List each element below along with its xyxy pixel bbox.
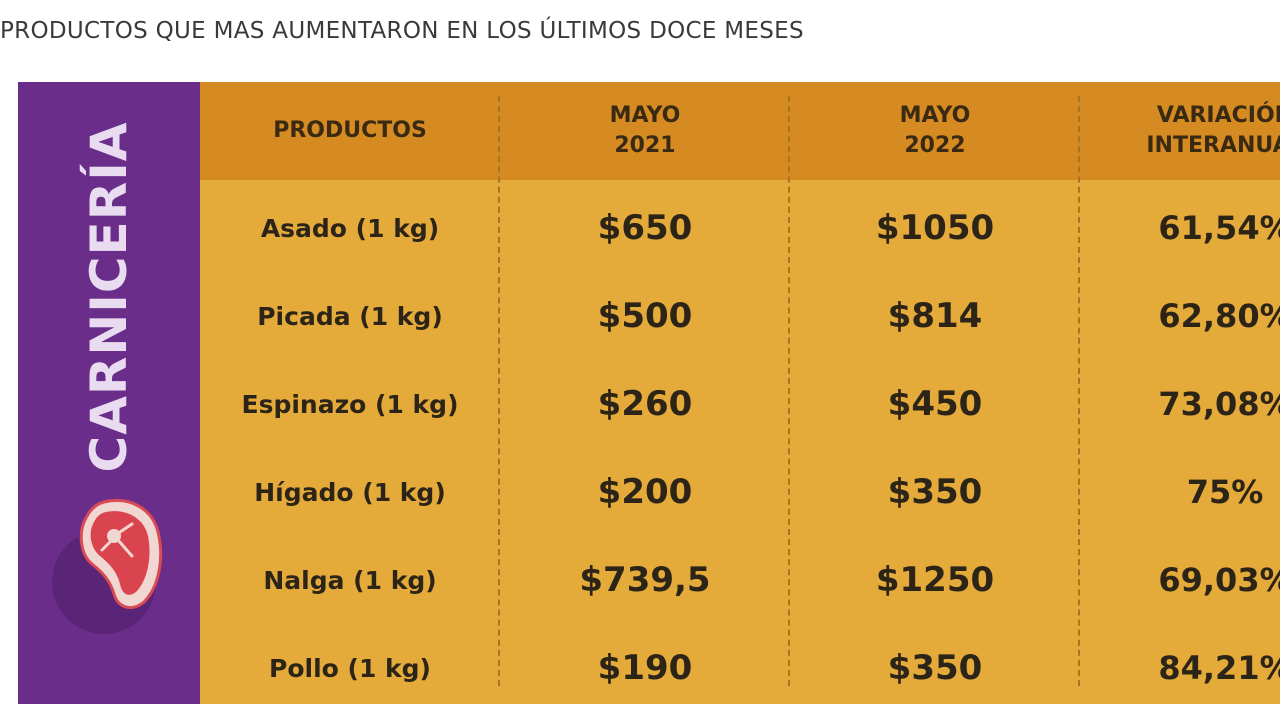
cell-may-2021: $650 (597, 208, 693, 248)
cell-may-2021: $200 (597, 472, 693, 512)
cell-product: Nalga (1 kg) (263, 565, 437, 595)
cell-product: Hígado (1 kg) (254, 477, 446, 507)
meat-steak-icon (79, 499, 163, 610)
cell-variation: 75% (1186, 473, 1264, 511)
cell-may-2022: $450 (887, 384, 983, 424)
cell-may-2021: $739,5 (579, 560, 711, 600)
cell-variation: 61,54% (1158, 209, 1280, 247)
cell-variation: 69,03% (1158, 561, 1280, 599)
table-header (200, 82, 1280, 180)
table-row: Espinazo (1 kg) $260 $450 73,08% (200, 360, 1280, 448)
table-row: Hígado (1 kg) $200 $350 75% (200, 448, 1280, 536)
cell-may-2021: $190 (597, 648, 693, 688)
column-header-mayo-2022: MAYO 2022 (899, 103, 971, 158)
cell-may-2022: $350 (887, 648, 983, 688)
table-row: Nalga (1 kg) $739,5 $1250 69,03% (200, 536, 1280, 624)
cell-may-2022: $814 (887, 296, 983, 336)
table-row: Picada (1 kg) $500 $814 62,80% (200, 272, 1280, 360)
cell-may-2022: $1050 (875, 208, 995, 248)
column-header-mayo-2021: MAYO 2021 (609, 103, 681, 158)
column-divider (498, 96, 500, 686)
cell-may-2021: $260 (597, 384, 693, 424)
table-row: Pollo (1 kg) $190 $350 84,21% (200, 624, 1280, 704)
column-divider (788, 96, 790, 686)
column-header-variacion: VARIACIÓN INTERANUAL (1146, 103, 1280, 158)
cell-product: Espinazo (1 kg) (241, 389, 459, 419)
table-row: Asado (1 kg) $650 $1050 61,54% (200, 184, 1280, 272)
column-header-productos: PRODUCTOS (273, 118, 427, 143)
cell-variation: 73,08% (1158, 385, 1280, 423)
cell-may-2021: $500 (597, 296, 693, 336)
price-table-card: CARNICERÍA PRODUCTOS MAYO 2021 MAYO 2022 VA… (18, 82, 1280, 704)
column-divider (1078, 96, 1080, 686)
data-table: PRODUCTOS MAYO 2021 MAYO 2022 VARIACIÓN INT… (200, 82, 1280, 704)
cell-variation: 62,80% (1158, 297, 1280, 335)
cell-product: Pollo (1 kg) (269, 653, 431, 683)
category-label: CARNICERÍA (80, 121, 138, 473)
cell-may-2022: $1250 (875, 560, 995, 600)
cell-may-2022: $350 (887, 472, 983, 512)
category-sidebar: CARNICERÍA (18, 82, 200, 704)
cell-variation: 84,21% (1158, 649, 1280, 687)
cell-product: Picada (1 kg) (257, 301, 443, 331)
page-title: PRODUCTOS QUE MAS AUMENTARON EN LOS ÚLTI… (0, 18, 804, 44)
cell-product: Asado (1 kg) (260, 213, 440, 243)
